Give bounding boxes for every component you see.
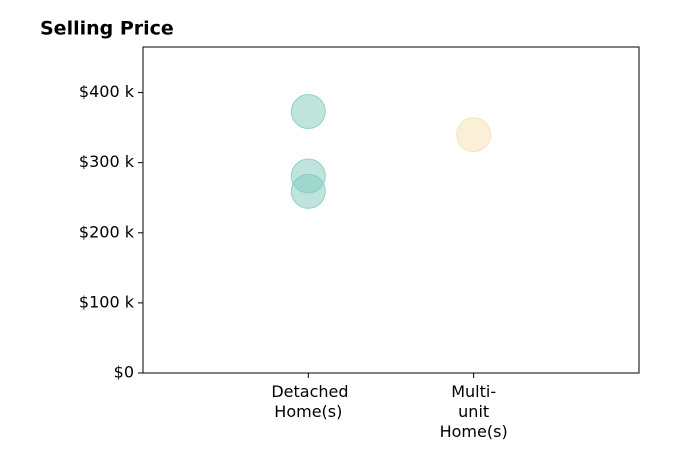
x-tick-label: Detached Home(s)	[271, 382, 349, 421]
y-tick-label: $200 k	[79, 222, 135, 241]
point	[290, 93, 326, 129]
chart-title: Selling Price	[40, 18, 174, 40]
y-tick-label: $300 k	[79, 152, 135, 171]
point	[456, 117, 492, 153]
y-tick-label: $100 k	[79, 292, 135, 311]
x-tick-label: Multi-unit Home(s)	[439, 382, 508, 441]
y-tick-label: $400 k	[79, 82, 135, 101]
plot-frame	[142, 46, 640, 374]
point	[290, 173, 326, 209]
y-tick-label: $0	[114, 363, 134, 382]
